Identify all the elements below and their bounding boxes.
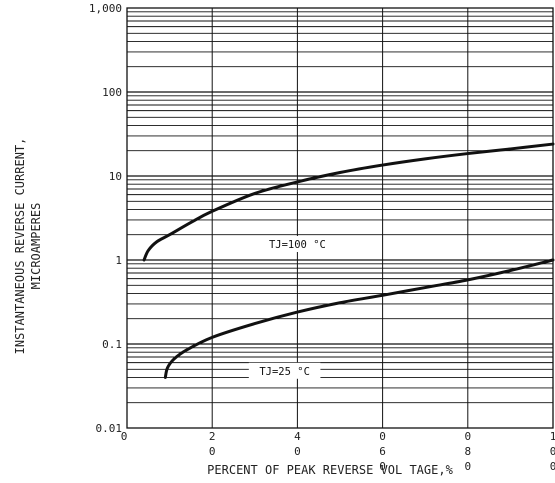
series-line-tj-25 [163,258,555,379]
y-tick-label: 1,000 [89,2,122,15]
series-line-tj-100 [142,142,555,262]
series-label-tj-100: TJ=100 °C [269,239,326,251]
y-tick-label: 10 [109,170,122,183]
y-axis-title-line-2: MICROAMPERES [29,203,43,290]
y-tick-label: 100 [102,86,122,99]
grid [126,7,554,429]
annotations: TJ=100 °C TJ=25 °C [248,236,337,379]
plot-frame [126,7,554,429]
annotation-bg [258,236,337,253]
x-axis-title: PERCENT OF PEAK REVERSE VOL TAGE,% [207,463,453,477]
y-axis-title-line-1: INSTANTANEOUS REVERSE CURRENT, [13,138,27,355]
series-label-tj-25: TJ=25 °C [259,366,310,378]
y-tick-label: 0.1 [102,338,122,351]
curves [142,142,555,379]
y-tick-labels: 1,000 100 10 1 0.1 0.01 [89,2,122,435]
annotation-bg [248,362,321,379]
x-tick-label: 0 [121,430,128,443]
x-tick-labels: 0 2 0 4 0 0 6 0 0 8 0 1 0 0 [121,430,555,473]
y-tick-label: 0.01 [96,422,123,435]
y-tick-label: 1 [115,254,122,267]
